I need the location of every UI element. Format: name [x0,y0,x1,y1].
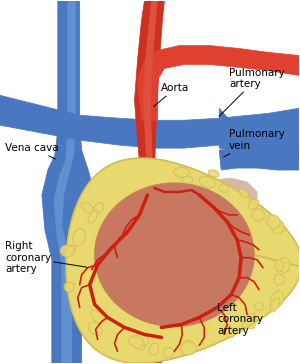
Ellipse shape [199,177,215,188]
Text: Right
coronary
artery: Right coronary artery [5,241,87,274]
Polygon shape [0,95,299,148]
Ellipse shape [270,298,280,312]
Ellipse shape [174,167,189,177]
Polygon shape [219,108,299,158]
Polygon shape [219,148,299,170]
Polygon shape [143,1,158,185]
Ellipse shape [89,323,102,336]
Ellipse shape [208,170,219,177]
Ellipse shape [64,282,74,292]
Polygon shape [145,309,161,363]
Polygon shape [66,158,300,363]
Ellipse shape [271,291,284,308]
Polygon shape [54,1,76,363]
Ellipse shape [149,343,159,355]
Polygon shape [134,1,164,185]
Ellipse shape [133,341,145,350]
Polygon shape [137,46,299,120]
Ellipse shape [271,220,284,234]
Polygon shape [95,183,254,327]
Text: Left
coronary
artery: Left coronary artery [214,303,263,336]
Ellipse shape [255,302,263,310]
Ellipse shape [239,189,249,198]
Ellipse shape [81,202,93,213]
Ellipse shape [163,348,174,357]
Ellipse shape [252,209,264,221]
Ellipse shape [182,176,193,183]
Ellipse shape [248,199,259,209]
Ellipse shape [244,318,255,329]
Ellipse shape [88,210,98,223]
Text: Vena cava: Vena cava [5,143,58,159]
Ellipse shape [68,245,75,253]
Text: Pulmonary
vein: Pulmonary vein [224,129,285,157]
Ellipse shape [73,229,85,246]
Ellipse shape [278,257,290,272]
Ellipse shape [219,184,229,192]
Ellipse shape [181,342,197,355]
Polygon shape [82,178,148,225]
Ellipse shape [275,260,283,272]
Text: Aorta: Aorta [154,83,190,107]
Ellipse shape [182,340,193,347]
Polygon shape [42,1,94,363]
Ellipse shape [242,314,256,328]
Ellipse shape [134,335,148,345]
Ellipse shape [60,245,74,257]
Polygon shape [66,158,300,363]
Ellipse shape [129,336,144,348]
Ellipse shape [274,274,284,285]
Ellipse shape [267,215,280,229]
Text: Pulmonary
artery: Pulmonary artery [219,68,285,116]
Ellipse shape [91,310,103,324]
Ellipse shape [94,203,104,213]
Ellipse shape [224,325,235,337]
Polygon shape [195,178,257,222]
